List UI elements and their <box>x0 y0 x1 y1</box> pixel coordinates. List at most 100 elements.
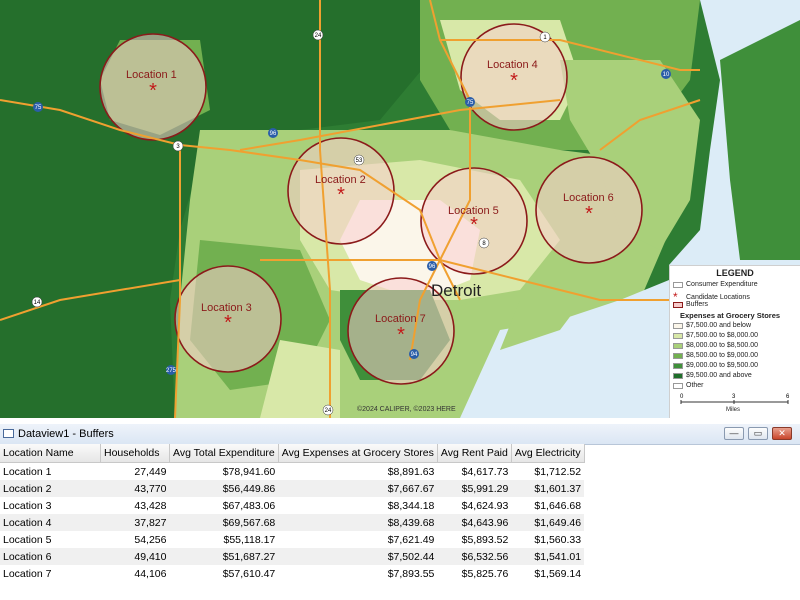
table-cell[interactable]: $1,560.33 <box>534 533 582 546</box>
table-cell[interactable]: $7,621.49 <box>387 533 435 546</box>
table-row[interactable]: Location 2 43,770 $56,449.86 $7,667.67 $… <box>0 480 585 497</box>
city-label: Detroit <box>431 281 482 300</box>
table-cell[interactable]: $1,649.46 <box>511 514 585 531</box>
svg-text:*: * <box>224 312 232 334</box>
column-header[interactable]: Location Name <box>0 444 101 463</box>
table-cell[interactable]: $1,541.01 <box>511 548 585 565</box>
table-cell[interactable]: $55,118.17 <box>223 533 276 546</box>
table-cell[interactable]: 49,410 <box>100 548 170 565</box>
location-label: Location 5 <box>448 205 499 217</box>
map-view[interactable]: * * * * * * * 75 24 96 3 10 1 53 96 14 2… <box>0 0 800 418</box>
table-cell[interactable]: Location 6 <box>0 548 101 565</box>
table-cell[interactable]: $5,893.52 <box>461 533 509 546</box>
svg-text:10: 10 <box>663 72 670 78</box>
table-row[interactable]: Location 7 44,106 $57,610.47 $7,893.55 $… <box>0 565 584 582</box>
legend-buffers: Buffers <box>673 301 708 308</box>
table-cell[interactable]: Location 3 <box>3 499 52 512</box>
table-row[interactable]: Location 6 49,410 $51,687.27 $7,502.44 $… <box>0 548 585 565</box>
column-header[interactable]: Avg Electricity <box>511 444 585 463</box>
svg-text:*: * <box>149 80 157 102</box>
table-cell[interactable]: 54,256 <box>134 533 167 546</box>
dataview-titlebar[interactable]: Dataview1 - Buffers — ▭ ✕ <box>0 424 800 445</box>
legend-class: $7,500.00 and below <box>673 322 751 329</box>
table-cell[interactable]: $51,687.27 <box>169 548 279 565</box>
table-cell[interactable]: $4,643.96 <box>437 514 512 531</box>
table-header-row: Location Name Households Avg Total Expen… <box>0 444 585 463</box>
star-icon: * <box>673 290 678 304</box>
table-cell[interactable]: 43,770 <box>100 480 170 497</box>
svg-text:75: 75 <box>467 100 474 106</box>
column-header[interactable]: Avg Expenses at Grocery Stores <box>278 444 438 463</box>
svg-text:24: 24 <box>325 408 332 414</box>
table-cell[interactable]: $7,893.55 <box>387 567 435 580</box>
svg-text:*: * <box>470 214 478 236</box>
table-cell[interactable]: $8,344.18 <box>387 499 435 512</box>
svg-text:6: 6 <box>786 394 790 400</box>
table-cell[interactable]: Location 1 <box>3 465 52 478</box>
table-cell[interactable]: $1,601.37 <box>511 480 585 497</box>
table-cell[interactable]: Location 2 <box>0 480 101 497</box>
table-cell[interactable]: $7,667.67 <box>278 480 438 497</box>
legend-swatch <box>673 281 683 288</box>
legend-class: $8,000.00 to $8,500.00 <box>673 342 758 349</box>
column-header[interactable]: Avg Total Expenditure <box>169 444 279 463</box>
table-row[interactable]: Location 4 37,827 $69,567.68 $8,439.68 $… <box>0 514 585 531</box>
location-label: Location 7 <box>375 313 426 325</box>
scale-bar: 0 3 6 <box>680 394 790 404</box>
legend-swatch <box>673 322 683 329</box>
legend: LEGEND Consumer Expenditure * Candidate L… <box>669 265 800 418</box>
legend-swatch <box>673 382 683 389</box>
svg-text:24: 24 <box>315 33 322 39</box>
table-row[interactable]: Location 3 43,428 $67,483.06 $8,344.18 $… <box>0 497 584 514</box>
table-cell[interactable]: $1,646.68 <box>534 499 582 512</box>
legend-swatch <box>673 301 683 308</box>
location-label: Location 1 <box>126 69 177 81</box>
legend-class-other: Other <box>673 382 704 389</box>
table-cell[interactable]: $4,624.93 <box>461 499 509 512</box>
column-header[interactable]: Avg Rent Paid <box>437 444 512 463</box>
table-row[interactable]: Location 1 27,449 $78,941.60 $8,891.63 $… <box>0 463 584 481</box>
column-header[interactable]: Households <box>100 444 170 463</box>
location-label: Location 2 <box>315 174 366 186</box>
table-cell[interactable]: 37,827 <box>100 514 170 531</box>
table-cell[interactable]: $7,502.44 <box>278 548 438 565</box>
table-cell[interactable]: $78,941.60 <box>222 465 276 478</box>
table-cell[interactable]: $1,712.52 <box>534 465 582 478</box>
table-cell[interactable]: $4,617.73 <box>461 465 509 478</box>
minimize-button[interactable]: — <box>724 427 744 440</box>
legend-swatch <box>673 342 683 349</box>
table-cell[interactable]: Location 4 <box>0 514 101 531</box>
table-cell[interactable]: $1,569.14 <box>534 567 582 580</box>
table-cell[interactable]: $5,825.76 <box>461 567 509 580</box>
table-cell[interactable]: $8,891.63 <box>387 465 435 478</box>
legend-class: $7,500.00 to $8,000.00 <box>673 332 758 339</box>
svg-text:*: * <box>397 324 405 346</box>
table-cell[interactable]: Location 7 <box>3 567 52 580</box>
table-cell[interactable]: $57,610.47 <box>222 567 276 580</box>
location-label: Location 4 <box>487 59 538 71</box>
table-cell[interactable]: $56,449.86 <box>169 480 279 497</box>
svg-text:*: * <box>510 70 518 92</box>
table-cell[interactable]: $69,567.68 <box>169 514 279 531</box>
dataview-window: Dataview1 - Buffers — ▭ ✕ Location Name … <box>0 424 800 600</box>
svg-text:8: 8 <box>482 241 486 247</box>
table-cell[interactable]: $67,483.06 <box>222 499 276 512</box>
choropleth-map[interactable]: * * * * * * * 75 24 96 3 10 1 53 96 14 2… <box>0 0 800 418</box>
close-button[interactable]: ✕ <box>772 427 792 440</box>
location-label: Location 6 <box>563 192 614 204</box>
table-cell[interactable]: 27,449 <box>134 465 167 478</box>
restore-button[interactable]: ▭ <box>748 427 768 440</box>
table-cell[interactable]: Location 5 <box>3 533 52 546</box>
table-cell[interactable]: $5,991.29 <box>437 480 512 497</box>
svg-text:96: 96 <box>429 264 436 270</box>
table-row[interactable]: Location 5 54,256 $55,118.17 $7,621.49 $… <box>0 531 584 548</box>
legend-subtitle: Expenses at Grocery Stores <box>680 311 781 320</box>
legend-class: $9,500.00 and above <box>673 372 752 379</box>
table-cell[interactable]: $6,532.56 <box>437 548 512 565</box>
svg-text:94: 94 <box>411 352 418 358</box>
table-cell[interactable]: $8,439.68 <box>278 514 438 531</box>
table-cell[interactable]: 44,106 <box>134 567 167 580</box>
svg-text:53: 53 <box>356 158 363 164</box>
legend-swatch <box>673 352 683 359</box>
table-cell[interactable]: 43,428 <box>134 499 167 512</box>
